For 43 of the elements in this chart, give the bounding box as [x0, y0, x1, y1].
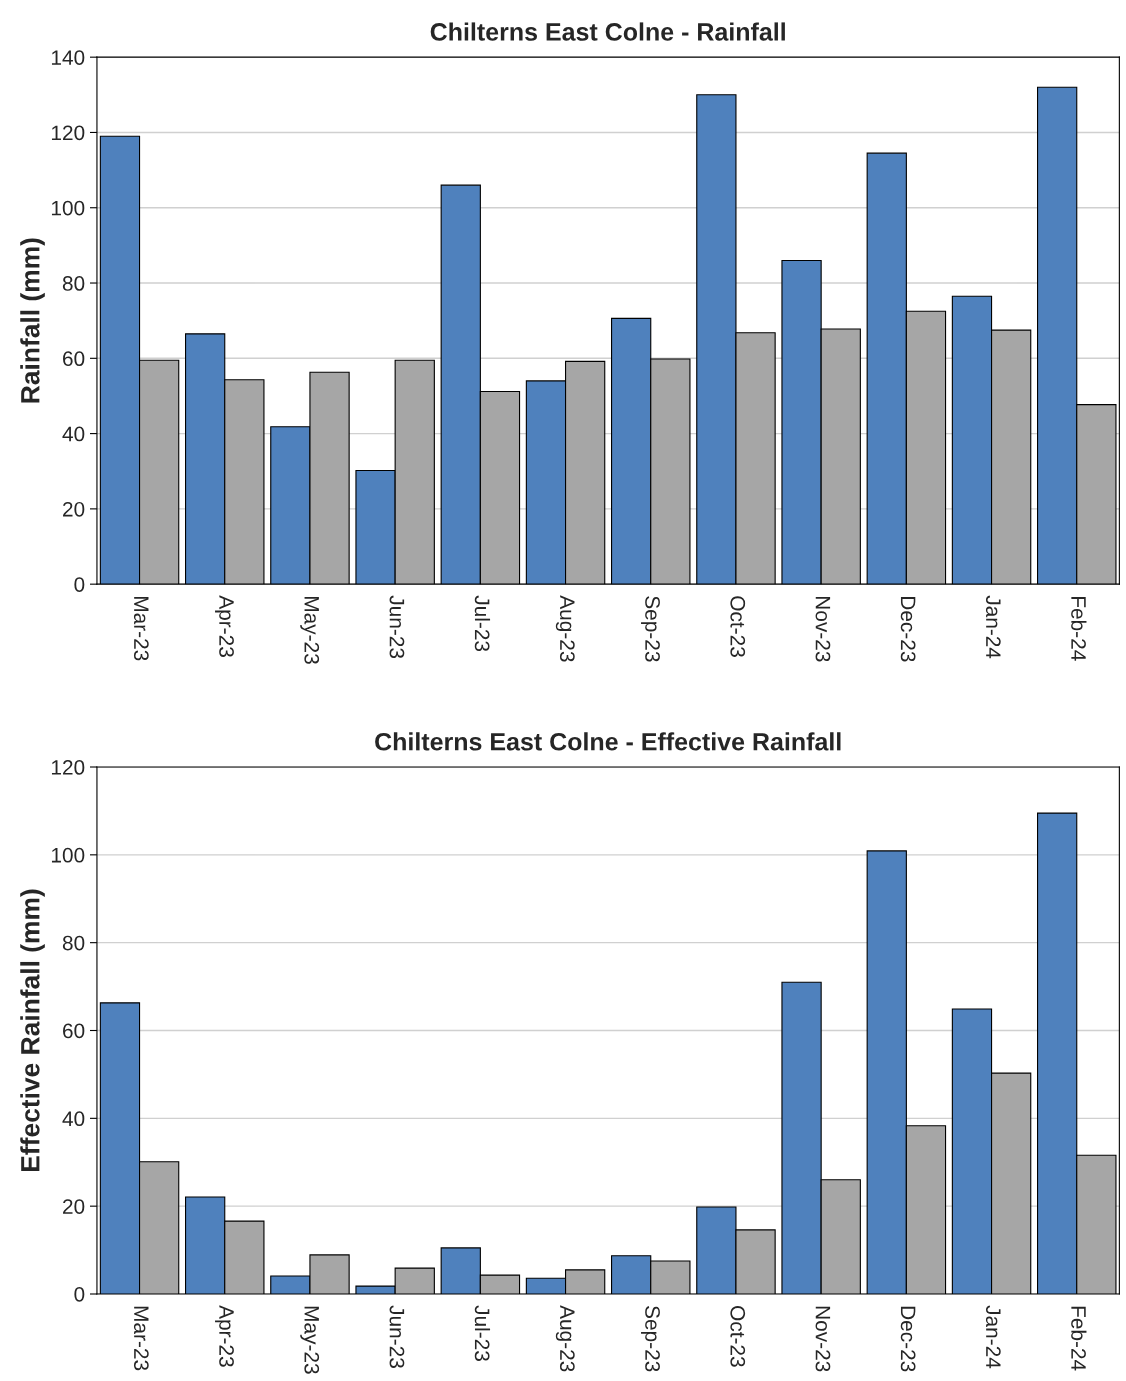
- y-tick-label: 60: [63, 1023, 85, 1039]
- x-tick-label: Apr-23: [215, 1305, 234, 1367]
- x-tick-label: Jan-24: [985, 1305, 1001, 1369]
- y-tick-label: 60: [63, 351, 85, 367]
- x-tick-label: Oct-23: [730, 596, 746, 657]
- y-tick-label: 0: [74, 1287, 85, 1302]
- y-tick-label: 120: [51, 760, 85, 775]
- x-tick-label: Aug-23: [555, 1305, 575, 1372]
- x-tick-label: Oct-23: [730, 1306, 746, 1367]
- x-tick-label: May-23: [300, 596, 320, 664]
- x-tick-label: Jul-23: [474, 1305, 491, 1361]
- x-tick-label: Nov-23: [815, 1306, 831, 1372]
- x-tick-label: Aug-23: [555, 595, 575, 662]
- x-tick-label: Feb-24: [1071, 1306, 1087, 1371]
- y-tick-label: 0: [74, 577, 85, 592]
- y-tick-label: 80: [62, 276, 85, 291]
- chart-title: Chilterns East Colne - Rainfall: [430, 22, 785, 41]
- x-tick-label: Dec-23: [900, 1306, 916, 1372]
- y-axis-title: Rainfall (mm): [20, 238, 45, 403]
- y-tick-label: 80: [62, 935, 85, 951]
- y-tick-label: 20: [63, 501, 85, 517]
- x-tick-label: Jun-23: [389, 595, 405, 659]
- y-tick-label: 120: [51, 125, 85, 141]
- x-tick-label: Nov-23: [815, 596, 831, 662]
- y-axis-title: Effective Rainfall (mm): [20, 889, 45, 1171]
- y-tick-label: 100: [51, 200, 85, 216]
- x-tick-label: Jun-23: [389, 1305, 405, 1368]
- y-tick-label: 40: [62, 1111, 85, 1127]
- y-tick-label: 40: [62, 426, 85, 442]
- x-tick-label: Sep-23: [641, 596, 660, 662]
- y-tick-label: 100: [51, 847, 85, 863]
- chart-title: Chilterns East Colne - Effective Rainfall: [375, 732, 841, 751]
- x-tick-label: Jan-24: [985, 595, 1001, 659]
- x-tick-label: Jul-23: [474, 595, 491, 652]
- x-tick-label: May-23: [300, 1306, 320, 1374]
- y-tick-label: 20: [63, 1199, 85, 1214]
- x-tick-label: Mar-23: [133, 1306, 149, 1371]
- x-tick-label: Sep-23: [641, 1306, 660, 1372]
- x-tick-label: Mar-23: [133, 596, 149, 661]
- y-tick-label: 140: [51, 50, 85, 65]
- x-tick-label: Feb-24: [1071, 596, 1087, 661]
- x-tick-label: Dec-23: [900, 596, 916, 662]
- x-tick-label: Apr-23: [215, 595, 234, 657]
